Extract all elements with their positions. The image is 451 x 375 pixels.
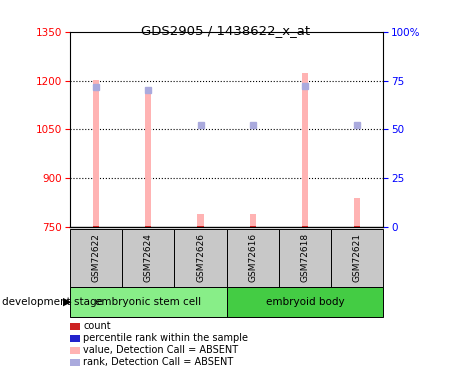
Bar <box>331 229 383 287</box>
Text: ▶: ▶ <box>63 297 71 307</box>
Bar <box>226 287 383 317</box>
Bar <box>302 74 308 227</box>
Text: GSM72622: GSM72622 <box>92 233 101 282</box>
Text: embryoid body: embryoid body <box>266 297 344 307</box>
Bar <box>198 226 204 227</box>
Text: GDS2905 / 1438622_x_at: GDS2905 / 1438622_x_at <box>141 24 310 38</box>
Bar <box>93 80 99 227</box>
Text: embryonic stem cell: embryonic stem cell <box>95 297 201 307</box>
Bar <box>70 229 122 287</box>
Bar <box>93 226 99 227</box>
Text: GSM72616: GSM72616 <box>248 233 257 282</box>
Bar <box>198 214 204 227</box>
Bar <box>145 226 152 227</box>
Text: development stage: development stage <box>2 297 103 307</box>
Text: percentile rank within the sample: percentile rank within the sample <box>83 333 249 343</box>
Text: GSM72621: GSM72621 <box>353 233 362 282</box>
Text: GSM72618: GSM72618 <box>300 233 309 282</box>
Text: value, Detection Call = ABSENT: value, Detection Call = ABSENT <box>83 345 239 355</box>
Text: rank, Detection Call = ABSENT: rank, Detection Call = ABSENT <box>83 357 234 367</box>
Bar <box>354 226 360 227</box>
Bar <box>175 229 226 287</box>
Text: GSM72624: GSM72624 <box>144 233 153 282</box>
Bar <box>249 226 256 227</box>
Bar <box>249 214 256 227</box>
Bar <box>70 287 226 317</box>
Bar <box>279 229 331 287</box>
Bar <box>302 226 308 227</box>
Bar <box>122 229 175 287</box>
Bar <box>145 88 152 227</box>
Bar <box>354 198 360 227</box>
Text: GSM72626: GSM72626 <box>196 233 205 282</box>
Text: count: count <box>83 321 111 331</box>
Bar <box>226 229 279 287</box>
